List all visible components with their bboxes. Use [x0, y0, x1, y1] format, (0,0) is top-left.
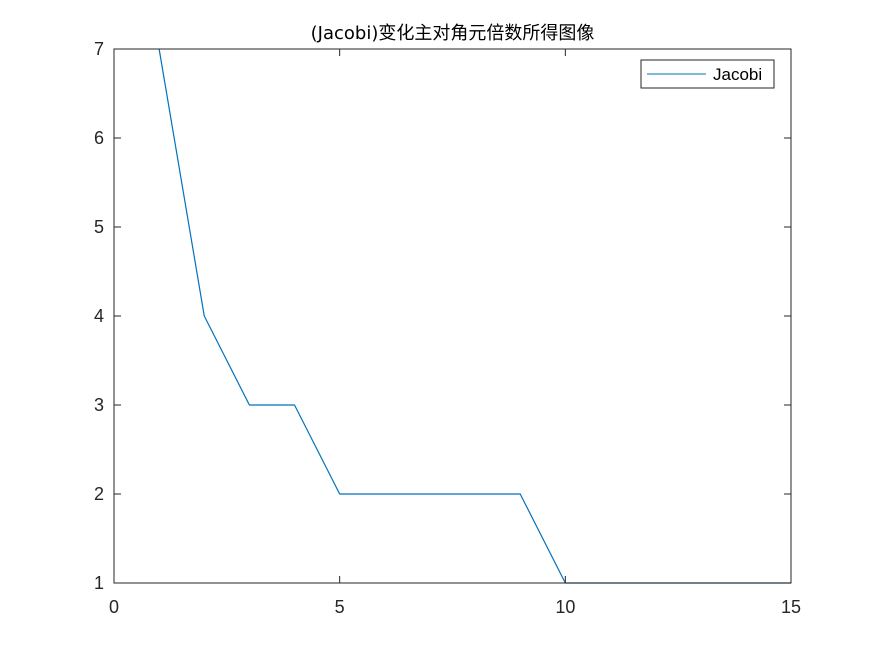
x-tick-label: 10 [555, 597, 575, 617]
tick-layer: 0 5 10 15 1 2 3 4 5 6 7 [94, 39, 801, 617]
plot-area [114, 49, 791, 583]
y-tick-label: 4 [94, 306, 104, 326]
y-tick-label: 6 [94, 128, 104, 148]
y-tick-label: 1 [94, 573, 104, 593]
legend-label: Jacobi [713, 65, 762, 84]
y-tick-label: 7 [94, 39, 104, 59]
plot-layer [114, 49, 791, 583]
y-tick-label: 2 [94, 484, 104, 504]
y-tick-label: 3 [94, 395, 104, 415]
legend: Jacobi [640, 59, 775, 89]
x-tick-label: 5 [335, 597, 345, 617]
chart-title: (Jacobi)变化主对角元倍数所得图像 [311, 23, 595, 44]
x-tick-label: 15 [781, 597, 801, 617]
x-tick-label: 0 [109, 597, 119, 617]
y-tick-label: 5 [94, 217, 104, 237]
